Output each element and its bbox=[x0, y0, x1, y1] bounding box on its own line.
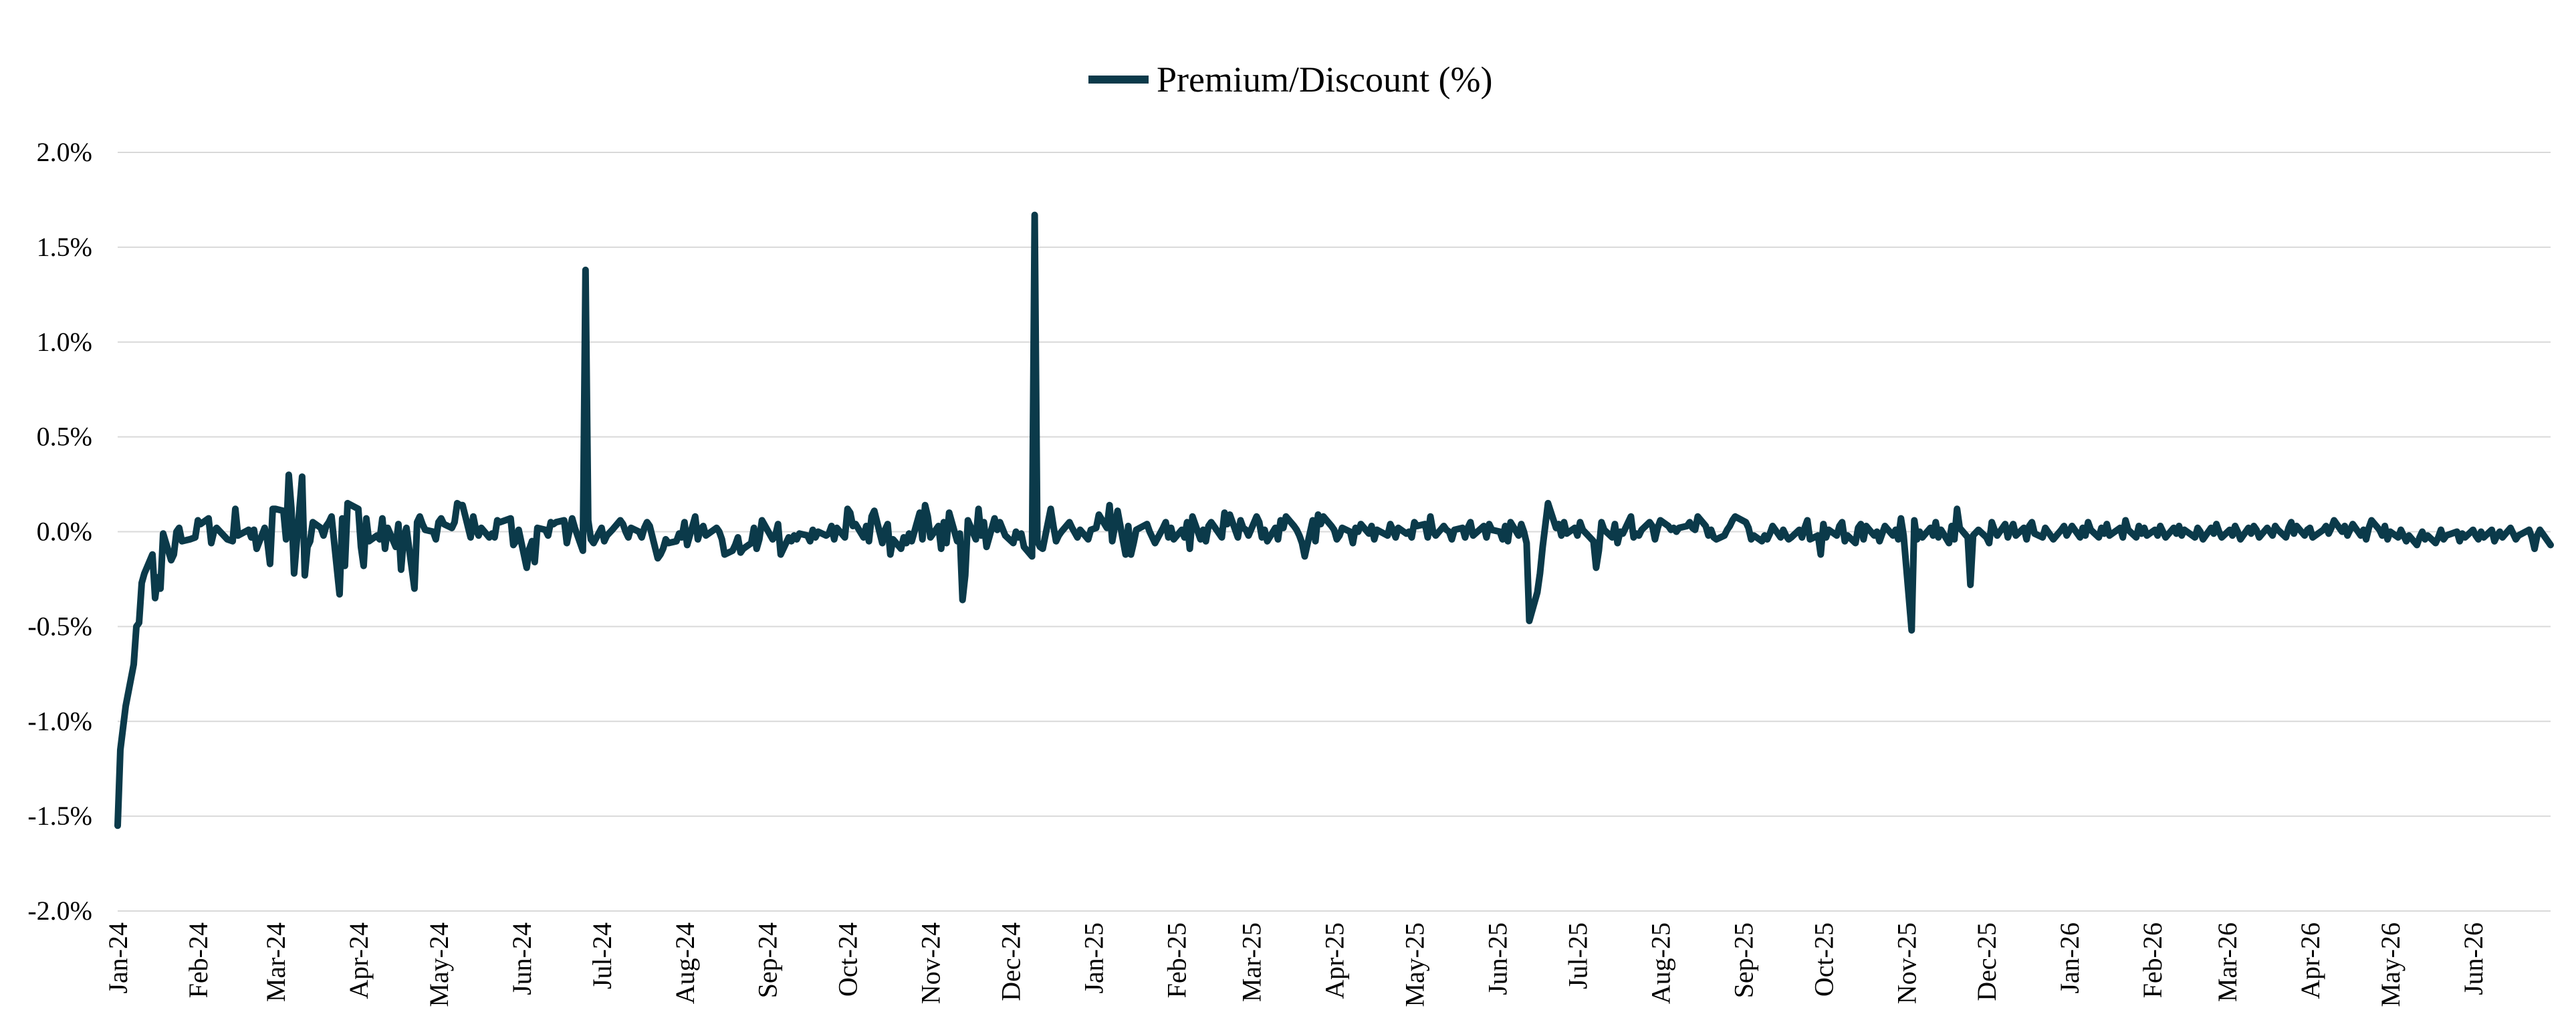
x-tick-label: Mar-24 bbox=[261, 922, 291, 1002]
plot-area bbox=[114, 211, 2554, 829]
x-tick-label: Dec-25 bbox=[1972, 922, 2002, 1001]
x-tick-label: May-24 bbox=[424, 922, 454, 1007]
x-tick-label: Aug-25 bbox=[1645, 922, 1675, 1004]
x-tick-label: Jul-24 bbox=[587, 922, 617, 989]
x-tick-label: Apr-26 bbox=[2295, 922, 2325, 999]
y-tick-label: 1.0% bbox=[37, 327, 92, 357]
x-tick-label: May-26 bbox=[2375, 922, 2406, 1007]
x-tick-label: Jan-25 bbox=[1079, 922, 1109, 994]
x-tick-label: Nov-24 bbox=[916, 922, 946, 1004]
y-tick-label: -2.0% bbox=[27, 896, 92, 926]
x-tick-label: Feb-26 bbox=[2137, 922, 2168, 998]
x-tick-label: Mar-25 bbox=[1237, 922, 1267, 1002]
x-tick-label: Nov-25 bbox=[1891, 922, 1921, 1004]
x-tick-label: Jul-25 bbox=[1562, 922, 1593, 989]
x-tick-label: Jun-24 bbox=[507, 922, 537, 995]
x-tick-label: May-25 bbox=[1399, 922, 1429, 1007]
x-tick-label: Feb-25 bbox=[1162, 922, 1192, 998]
legend: Premium/Discount (%) bbox=[1088, 59, 1492, 100]
x-tick-label: Jan-26 bbox=[2055, 922, 2085, 994]
x-tick-label: Feb-24 bbox=[183, 922, 213, 998]
x-tick-label: Jan-24 bbox=[103, 922, 133, 994]
x-tick-label: Dec-24 bbox=[996, 922, 1026, 1001]
x-tick-label: Apr-24 bbox=[344, 922, 374, 999]
y-tick-label: 1.5% bbox=[37, 232, 92, 262]
x-tick-label: Jun-26 bbox=[2458, 922, 2488, 995]
x-tick-label: Oct-25 bbox=[1808, 922, 1839, 997]
y-tick-label: 0.0% bbox=[37, 517, 92, 547]
y-tick-label: -0.5% bbox=[27, 611, 92, 641]
x-tick-label: Sep-25 bbox=[1728, 922, 1758, 998]
y-tick-label: -1.5% bbox=[27, 801, 92, 831]
legend-label: Premium/Discount (%) bbox=[1157, 59, 1492, 100]
y-tick-label: -1.0% bbox=[27, 706, 92, 736]
series-line bbox=[114, 211, 2554, 829]
x-tick-label: Sep-24 bbox=[753, 922, 783, 998]
y-tick-label: 0.5% bbox=[37, 422, 92, 452]
y-axis: 2.0% 1.5% 1.0% 0.5% 0.0% -0.5% -1.0% -1.5% -2.0% bbox=[27, 137, 92, 926]
x-tick-label: Aug-24 bbox=[670, 922, 700, 1004]
x-axis: Jan-24 Feb-24 Mar-24 Apr-24 May-24 Jun-24 Jul-… bbox=[103, 922, 2488, 1007]
x-tick-label: Jun-25 bbox=[1482, 922, 1512, 995]
y-tick-label: 2.0% bbox=[37, 137, 92, 167]
x-tick-label: Apr-25 bbox=[1320, 922, 1350, 999]
x-tick-label: Oct-24 bbox=[833, 922, 863, 997]
x-tick-label: Mar-26 bbox=[2212, 922, 2242, 1002]
